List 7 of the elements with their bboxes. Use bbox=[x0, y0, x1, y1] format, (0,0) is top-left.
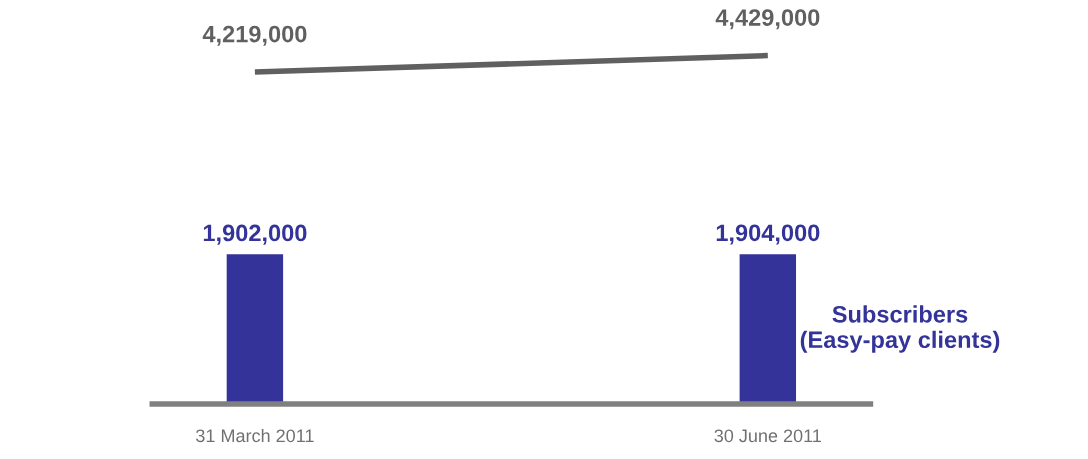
data-label: 1,902,000 bbox=[203, 224, 307, 245]
series-label: Subscribers (Easy-pay clients) bbox=[800, 305, 1000, 353]
x-tick-label: 31 March 2011 bbox=[196, 428, 314, 443]
data-label: 4,219,000 bbox=[202, 25, 307, 46]
data-label: 1,904,000 bbox=[716, 224, 820, 245]
data-label: 4,429,000 bbox=[715, 9, 820, 30]
x-tick-label: 30 June 2011 bbox=[714, 429, 821, 443]
